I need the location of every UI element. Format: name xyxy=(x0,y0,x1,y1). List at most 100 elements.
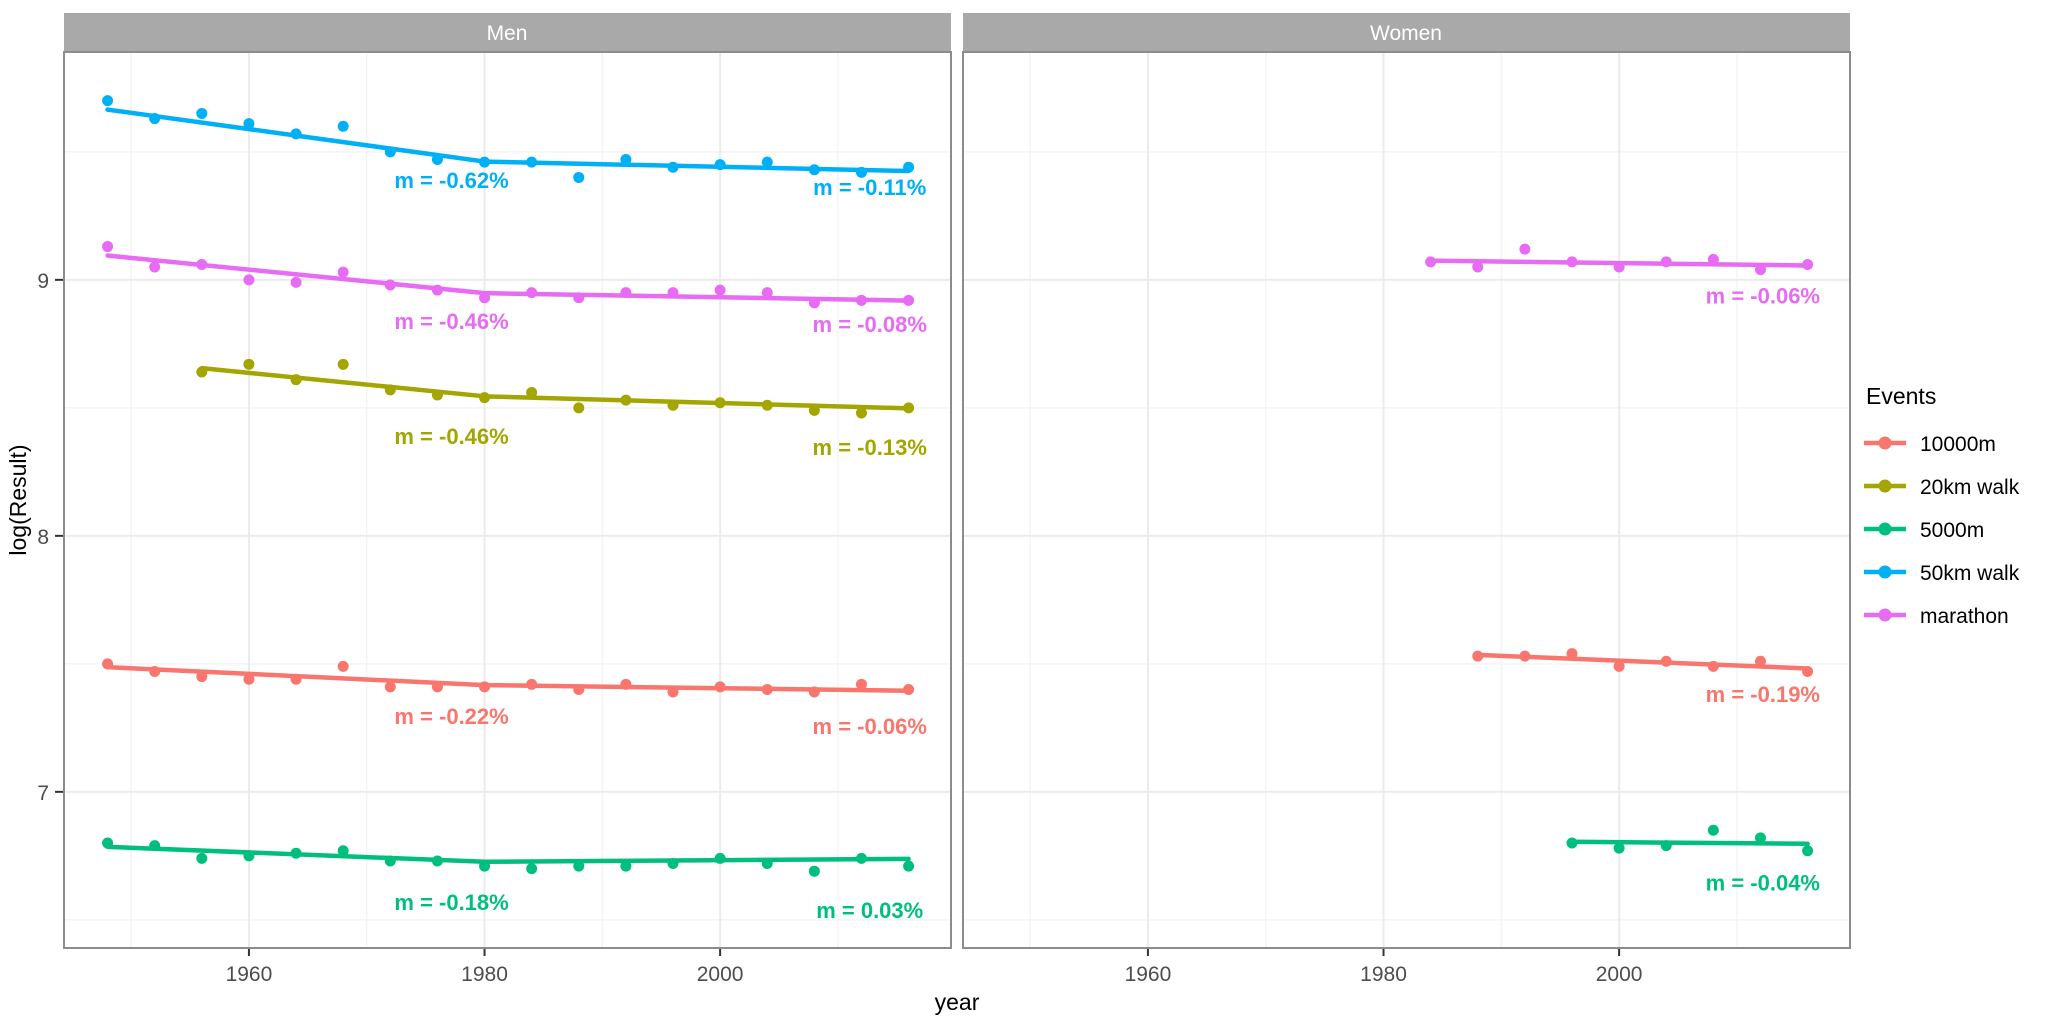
legend-item-label: marathon xyxy=(1920,605,2009,628)
data-point-5000m xyxy=(149,840,161,852)
data-point-10000m xyxy=(903,683,915,695)
data-point-marathon xyxy=(290,276,302,288)
data-point-5000m xyxy=(855,852,867,864)
data-point-10000m xyxy=(290,673,302,685)
legend-entries: 10000m 20km walk 5000m 50km walk marathon xyxy=(1864,433,2020,628)
y-tick-label: 9 xyxy=(37,270,49,293)
y-tick-label: 8 xyxy=(37,526,49,549)
data-point-5000m xyxy=(573,860,585,872)
x-tick-label: 1960 xyxy=(1125,963,1172,986)
data-point-5000m xyxy=(1754,832,1766,844)
data-point-marathon xyxy=(1566,256,1578,268)
facet-strip-label-men: Men xyxy=(487,22,528,45)
trend-line-20km-walk xyxy=(199,365,911,411)
trend-line-10000m xyxy=(1475,652,1810,671)
data-point-10000m xyxy=(1472,650,1484,662)
data-point-10000m xyxy=(1613,660,1625,672)
data-point-marathon xyxy=(243,274,255,286)
x-tick-label: 1980 xyxy=(1360,963,1407,986)
data-point-5000m xyxy=(1613,842,1625,854)
slope-annotation-marathon: m = -0.06% xyxy=(1706,284,1820,309)
data-point-marathon xyxy=(1472,261,1484,273)
slope-annotation-10000m: m = -0.06% xyxy=(813,714,927,739)
data-point-50km-walk xyxy=(337,120,349,132)
data-point-marathon xyxy=(667,287,679,299)
data-point-50km-walk xyxy=(855,166,867,178)
x-tick-label: 1960 xyxy=(226,963,273,986)
slope-annotation-10000m: m = -0.19% xyxy=(1706,682,1820,707)
data-point-50km-walk xyxy=(149,113,161,125)
y-axis-title: log(Result) xyxy=(5,444,31,555)
slope-annotation-marathon: m = -0.08% xyxy=(813,312,927,337)
data-point-20km-walk xyxy=(431,389,443,401)
slope-annotation-5000m: m = -0.18% xyxy=(394,890,508,915)
data-point-20km-walk xyxy=(714,397,726,409)
data-point-10000m xyxy=(431,681,443,693)
data-point-10000m xyxy=(1566,648,1578,660)
facet-strip-label-women: Women xyxy=(1370,22,1442,45)
data-point-10000m xyxy=(1802,666,1814,678)
data-point-5000m xyxy=(620,860,632,872)
data-point-20km-walk xyxy=(573,402,585,414)
data-point-marathon xyxy=(1707,253,1719,265)
data-point-10000m xyxy=(337,660,349,672)
data-point-marathon xyxy=(903,294,915,306)
data-point-20km-walk xyxy=(384,384,396,396)
data-point-5000m xyxy=(1802,845,1814,857)
data-point-20km-walk xyxy=(620,394,632,406)
data-point-marathon xyxy=(479,292,491,304)
data-point-marathon xyxy=(573,292,585,304)
data-point-marathon xyxy=(1802,258,1814,270)
data-point-5000m xyxy=(526,863,538,875)
data-point-10000m xyxy=(384,681,396,693)
data-point-marathon xyxy=(808,297,820,309)
data-point-10000m xyxy=(1660,655,1672,667)
panel-border-men xyxy=(63,51,952,949)
slope-annotation-10000m: m = -0.22% xyxy=(394,704,508,729)
facet-strip-women xyxy=(963,13,1850,52)
slope-annotation-5000m: m = -0.04% xyxy=(1706,871,1820,896)
data-point-10000m xyxy=(573,683,585,695)
legend-key-point-5000m xyxy=(1878,522,1892,536)
data-point-50km-walk xyxy=(620,154,632,166)
data-point-10000m xyxy=(855,678,867,690)
data-point-marathon xyxy=(337,266,349,278)
data-point-5000m xyxy=(1660,840,1672,852)
data-point-marathon xyxy=(431,284,443,296)
data-point-10000m xyxy=(1519,650,1531,662)
data-point-marathon xyxy=(855,294,867,306)
data-point-50km-walk xyxy=(243,118,255,130)
data-point-marathon xyxy=(1613,261,1625,273)
data-point-10000m xyxy=(808,686,820,698)
data-point-marathon xyxy=(196,258,208,270)
data-point-20km-walk xyxy=(479,392,491,404)
data-point-20km-walk xyxy=(290,374,302,386)
data-point-10000m xyxy=(1707,660,1719,672)
data-point-5000m xyxy=(290,847,302,859)
x-tick-label: 1980 xyxy=(461,963,508,986)
data-point-50km-walk xyxy=(384,146,396,158)
data-point-marathon xyxy=(526,287,538,299)
data-point-5000m xyxy=(384,855,396,867)
data-point-10000m xyxy=(714,681,726,693)
slope-annotation-marathon: m = -0.46% xyxy=(394,309,508,334)
slope-annotation-50km-walk: m = -0.11% xyxy=(813,175,926,200)
data-point-20km-walk xyxy=(243,358,255,370)
data-point-50km-walk xyxy=(431,154,443,166)
data-point-50km-walk xyxy=(667,161,679,173)
data-point-50km-walk xyxy=(290,128,302,140)
data-point-10000m xyxy=(1754,655,1766,667)
slope-annotation-5000m: m = 0.03% xyxy=(816,898,923,923)
data-point-20km-walk xyxy=(761,399,773,411)
data-point-50km-walk xyxy=(573,171,585,183)
slope-annotation-50km-walk: m = -0.62% xyxy=(394,168,508,193)
data-point-marathon xyxy=(1425,256,1437,268)
legend: Events 10000m 20km walk 5000m 50km walk mara… xyxy=(1864,383,2020,628)
trend-line-marathon xyxy=(105,253,911,303)
data-point-5000m xyxy=(808,865,820,877)
data-point-5000m xyxy=(761,858,773,870)
data-point-marathon xyxy=(149,261,161,273)
x-tick-label: 2000 xyxy=(1596,963,1643,986)
